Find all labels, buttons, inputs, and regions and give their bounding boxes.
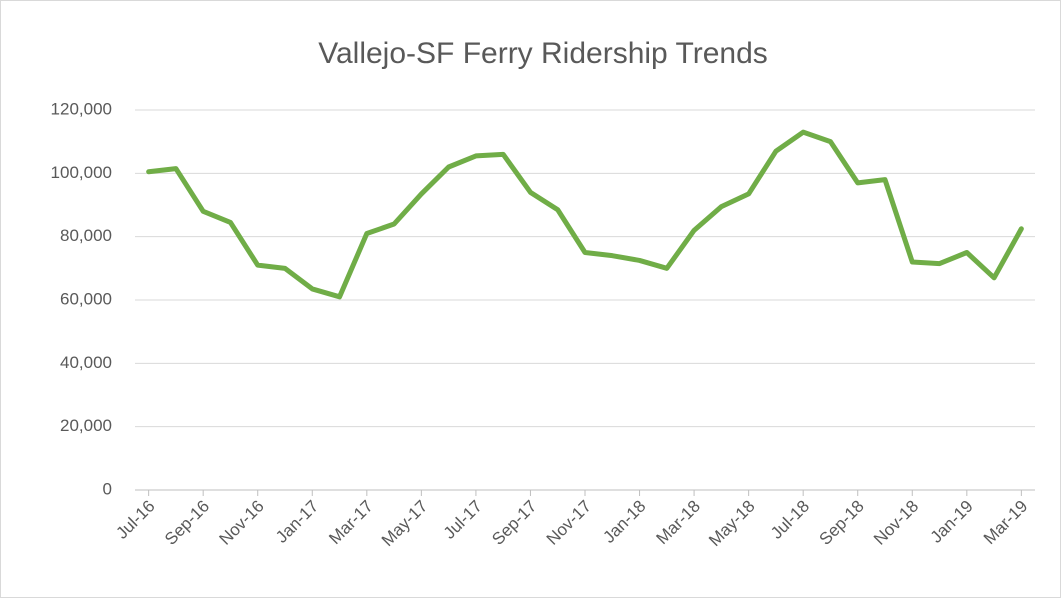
y-tick-label: 40,000 [60, 353, 112, 372]
y-tick-label: 20,000 [60, 416, 112, 435]
y-tick-label: 60,000 [60, 289, 112, 308]
y-tick-label: 0 [103, 479, 112, 498]
y-tick-label: 80,000 [60, 226, 112, 245]
y-tick-label: 100,000 [51, 163, 112, 182]
chart-title: Vallejo-SF Ferry Ridership Trends [318, 37, 768, 70]
y-tick-label: 120,000 [51, 99, 112, 118]
series-line [146, 129, 1024, 300]
